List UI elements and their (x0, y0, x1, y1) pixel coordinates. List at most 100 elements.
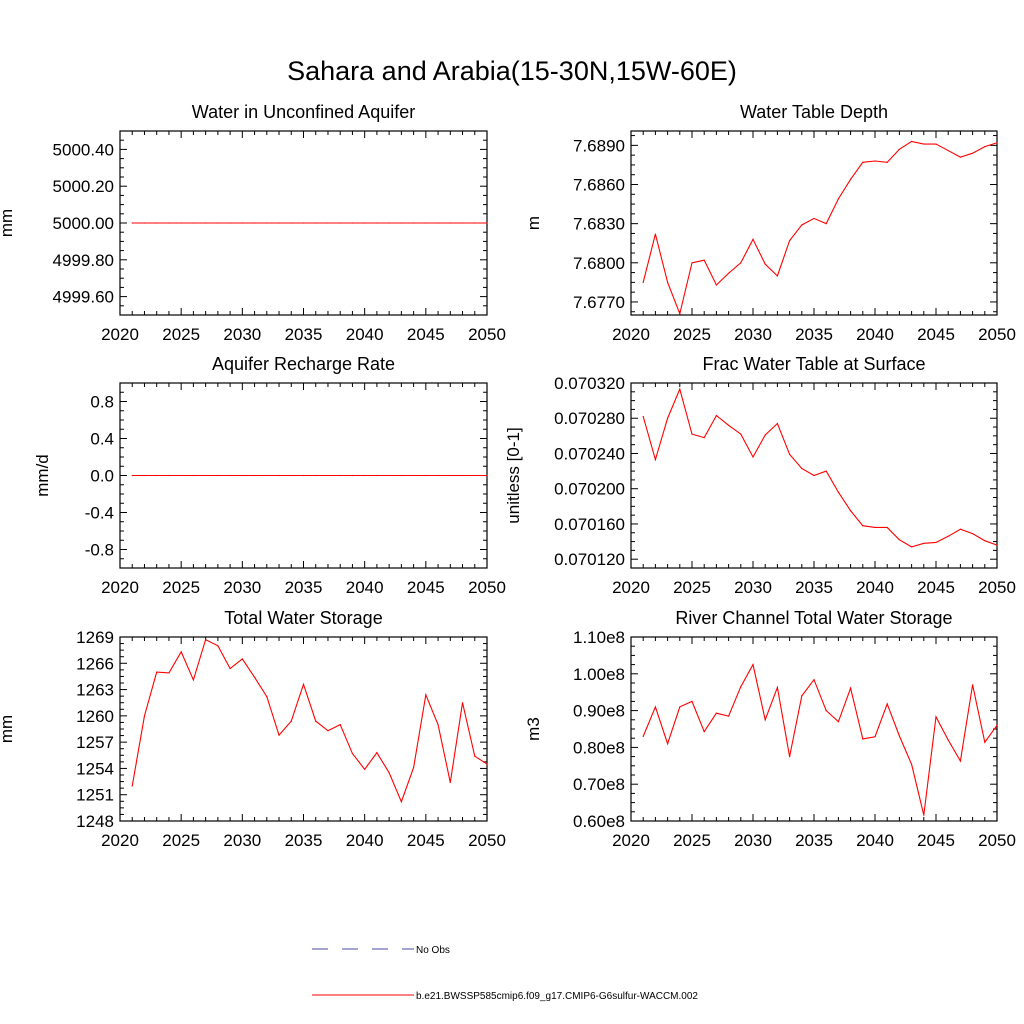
x-tick-label: 2030 (223, 831, 261, 850)
data-point (776, 686, 779, 689)
x-tick-label: 2020 (101, 831, 139, 850)
data-point (302, 474, 305, 477)
data-point (241, 474, 243, 477)
series-line (131, 638, 488, 804)
x-tick-label: 2035 (285, 325, 323, 344)
data-point (801, 224, 803, 226)
data-point (302, 683, 305, 685)
x-tick-label: 2020 (612, 578, 650, 597)
data-point (192, 679, 194, 681)
data-point (168, 222, 170, 224)
data-point (874, 736, 876, 738)
y-tick-label: 0.070240 (554, 444, 625, 463)
data-point (168, 672, 170, 674)
data-point (654, 233, 657, 235)
data-point (947, 149, 949, 152)
panel-4: 2020 2025 2030 2035 2040 2045 2050 0.070120 0.07… (504, 354, 1016, 597)
y-tick-label: 1248 (76, 812, 114, 831)
data-point (850, 178, 852, 180)
data-point (156, 474, 158, 477)
data-point (935, 716, 937, 718)
data-point (959, 528, 962, 530)
y-axis-label: unitless [0-1] (504, 427, 523, 523)
data-point (205, 474, 207, 477)
data-point (935, 143, 937, 145)
y-tick-label: 0.60e8 (573, 812, 625, 831)
data-point (923, 542, 925, 544)
x-tick-label: 2035 (285, 578, 323, 597)
x-tick-label: 2020 (101, 578, 139, 597)
data-point (413, 474, 415, 477)
legend-run-label: b.e21.BWSSP585cmip6.f09_g17.CMIP6-G6sulf… (416, 991, 698, 1002)
panel-title: Total Water Storage (224, 608, 382, 628)
data-point (143, 715, 146, 717)
data-point (691, 700, 693, 703)
data-point (327, 474, 329, 477)
data-point (862, 161, 864, 163)
data-point (474, 755, 476, 757)
x-tick-label: 2040 (856, 831, 894, 850)
y-tick-label: 4999.80 (53, 251, 114, 270)
data-point (715, 414, 718, 417)
x-tick-label: 2050 (978, 325, 1016, 344)
data-point (679, 313, 681, 315)
x-tick-label: 2030 (734, 831, 772, 850)
data-point (486, 474, 488, 477)
y-tick-label: 1257 (76, 733, 114, 752)
data-point (850, 687, 852, 689)
figure-title: Sahara and Arabia(15-30N,15W-60E) (287, 56, 737, 86)
data-point (996, 724, 998, 726)
x-tick-label: 2030 (734, 325, 772, 344)
x-tick-label: 2030 (223, 578, 261, 597)
data-point (437, 474, 439, 477)
data-point (437, 724, 439, 726)
data-point (205, 639, 207, 641)
y-tick-label: 0.0 (90, 467, 114, 486)
panel-1: 2020 2025 2030 2035 2040 2045 2050 4999.60 4999.… (0, 102, 506, 344)
x-tick-label: 2045 (407, 578, 445, 597)
data-point (486, 222, 488, 224)
x-tick-label: 2040 (346, 325, 384, 344)
x-tick-label: 2050 (468, 578, 506, 597)
data-point (339, 222, 341, 224)
data-point (715, 712, 718, 714)
x-tick-label: 2035 (285, 831, 323, 850)
data-point (400, 801, 402, 803)
series-line (642, 663, 998, 816)
x-tick-label: 2040 (346, 578, 384, 597)
data-point (217, 645, 219, 647)
data-point (156, 222, 158, 224)
data-point (229, 474, 231, 477)
panel-title: Water in Unconfined Aquifer (192, 102, 415, 122)
data-point (935, 541, 937, 544)
data-point (886, 161, 888, 163)
data-point (874, 526, 876, 529)
data-point (156, 671, 158, 673)
data-point (461, 474, 464, 477)
x-tick-label: 2045 (917, 325, 955, 344)
y-tick-label: 1263 (76, 681, 114, 700)
data-point (241, 658, 243, 660)
data-point (654, 706, 657, 708)
x-tick-label: 2040 (856, 578, 894, 597)
data-point (959, 760, 962, 762)
data-point (253, 222, 256, 224)
data-point (813, 474, 815, 477)
data-point (192, 222, 194, 224)
data-point (364, 474, 366, 477)
x-tick-label: 2025 (162, 325, 200, 344)
data-point (302, 222, 305, 224)
x-tick-label: 2020 (101, 325, 139, 344)
y-tick-label: 1.10e8 (573, 628, 625, 647)
y-tick-label: 0.070120 (554, 550, 625, 569)
data-point (764, 434, 766, 436)
data-point (996, 142, 998, 144)
data-point (376, 752, 378, 754)
data-point (752, 456, 754, 458)
data-point (825, 470, 827, 472)
y-tick-label: 1.00e8 (573, 665, 625, 684)
data-point (131, 474, 133, 477)
data-point (947, 535, 949, 537)
x-tick-label: 2020 (612, 831, 650, 850)
